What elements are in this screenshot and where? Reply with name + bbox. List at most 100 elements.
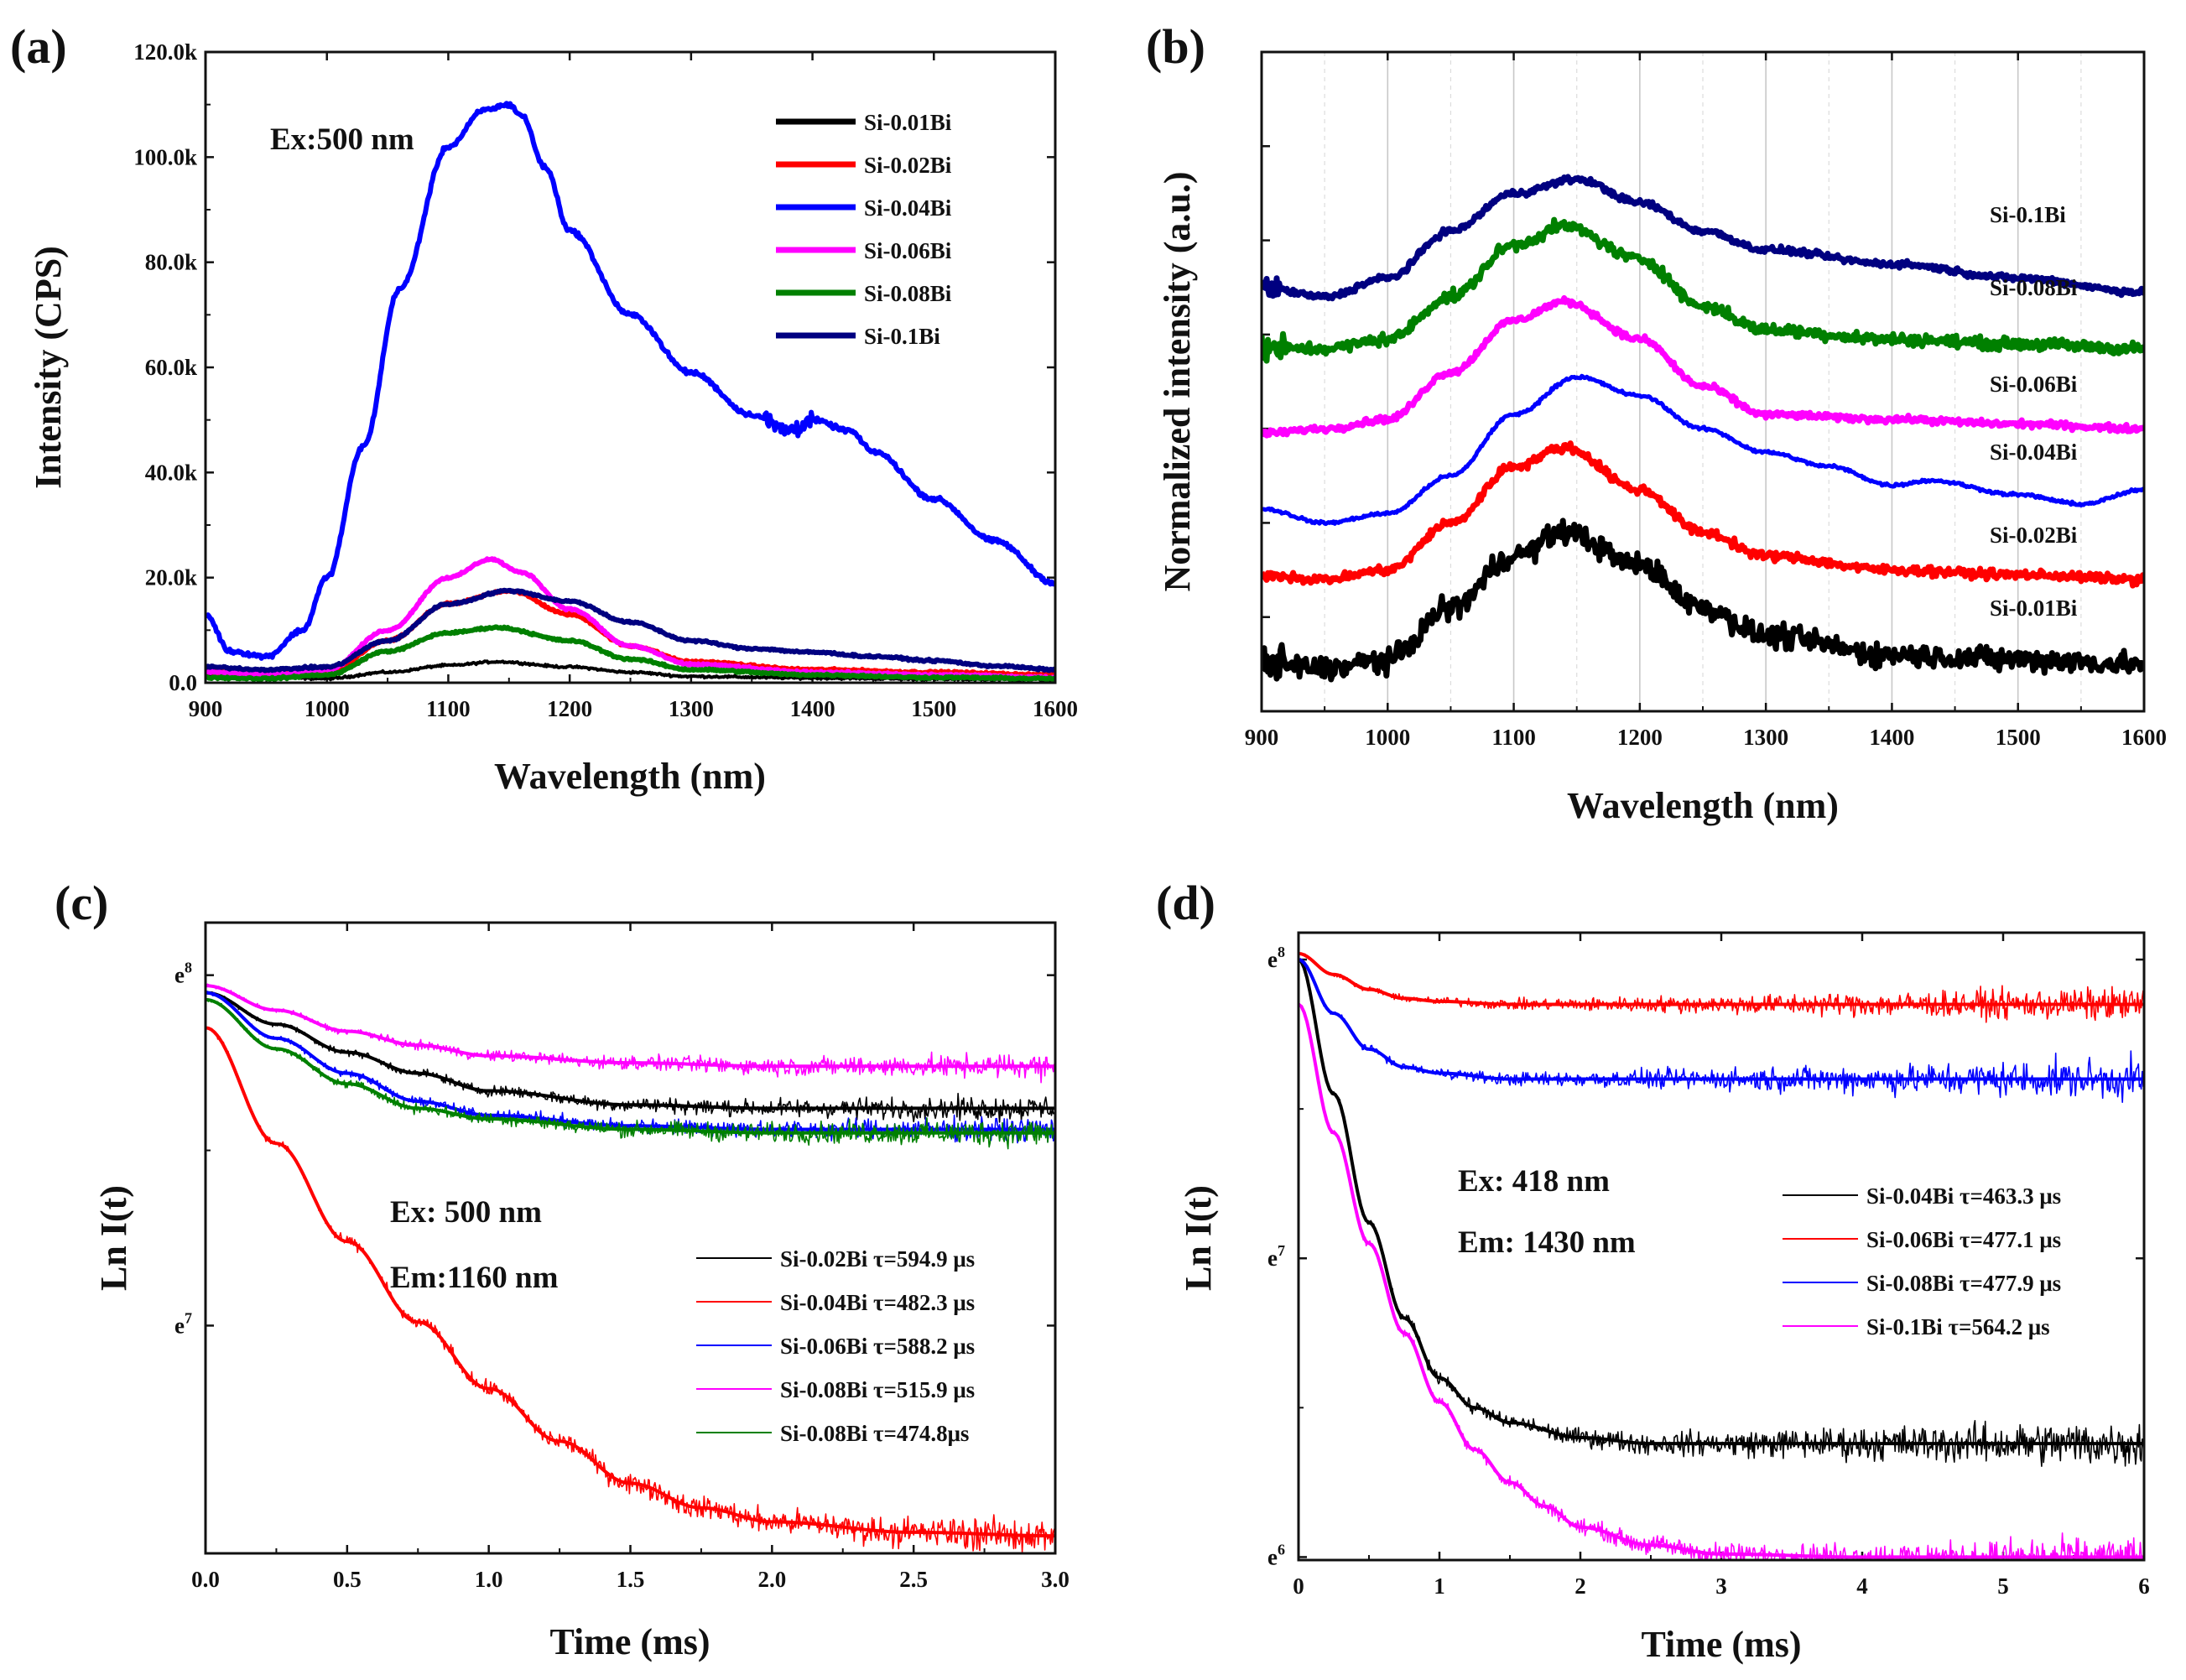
x-tick-label: 5 [1997, 1573, 2009, 1599]
x-tick-label: 1100 [1491, 725, 1536, 750]
y-tick-base: e [174, 1313, 185, 1338]
legend-label: Si-0.04Bi τ=482.3 μs [780, 1290, 975, 1315]
annotation-ex-d: Ex: 418 nm [1458, 1164, 1610, 1199]
x-tick-label: 1000 [304, 696, 350, 721]
y-axis-title-d: Ln I(t) [1178, 1185, 1219, 1291]
y-tick-label: 120.0k [133, 39, 197, 65]
x-tick-label: 1200 [547, 696, 592, 721]
plot-area-c [206, 983, 1055, 1553]
x-tick-label: 0 [1293, 1573, 1304, 1599]
x-tick-label: 1000 [1365, 725, 1410, 750]
plot-frame-c [204, 921, 1057, 1555]
legend-label: Si-0.06Bi [864, 238, 952, 263]
y-tick-label: e7 [174, 1309, 192, 1338]
series-line-2 [206, 1027, 1055, 1553]
series-line-3 [1299, 958, 2144, 1103]
series-line-1 [1262, 174, 2144, 302]
y-tick-label: 0.0 [169, 670, 197, 695]
y-tick-exponent: 7 [185, 1309, 192, 1326]
annotation-em-d: Em: 1430 nm [1458, 1225, 1636, 1260]
legend-label: Si-0.02Bi τ=594.9 μs [780, 1246, 975, 1272]
x-tick-label: 900 [189, 696, 223, 721]
y-tick-label: 80.0k [145, 250, 197, 275]
y-tick-label: e6 [1267, 1541, 1285, 1569]
fit-line-5 [206, 997, 1055, 1135]
legend-label: Si-0.01Bi [864, 110, 952, 135]
panel-b: (b) Wavelength (nm) Normalized intensity… [1146, 19, 2167, 826]
series-label: Si-0.02Bi [1990, 523, 2078, 548]
fit-line-3 [1299, 958, 2144, 1081]
x-tick-label: 3.0 [1041, 1567, 1070, 1592]
y-tick-base: e [1267, 1544, 1278, 1569]
x-tick-label: 2.0 [757, 1567, 786, 1592]
legend-label: Si-0.08Bi τ=474.8μs [780, 1421, 969, 1446]
x-tick-label: 1300 [1743, 725, 1788, 750]
series-label: Si-0.06Bi [1990, 372, 2078, 397]
panel-label-d: (d) [1156, 876, 1215, 930]
x-tick-label: 1300 [669, 696, 714, 721]
y-tick-label: e7 [1267, 1242, 1285, 1271]
panel-d: (d) Time (ms) Ln I(t) Ex: 418 nm Em: 143… [1156, 876, 2150, 1665]
series-label: Si-0.1Bi [1990, 202, 2066, 227]
panel-label-a: (a) [10, 19, 67, 74]
fit-line-2 [206, 1026, 1055, 1538]
legend-label: Si-0.1Bi τ=564.2 μs [1866, 1314, 2050, 1339]
y-axis-title-b: Normalized intensity (a.u.) [1157, 171, 1198, 591]
legend-label: Si-0.06Bi τ=588.2 μs [780, 1334, 975, 1359]
x-axis-title-b: Wavelength (nm) [1567, 785, 1839, 826]
fit-line-2 [1299, 951, 2144, 1006]
plot-area-b [1262, 174, 2144, 683]
legend-label: Si-0.08Bi τ=477.9 μs [1866, 1271, 2061, 1296]
x-tick-label: 0.5 [333, 1567, 362, 1592]
series-line-4 [1262, 373, 2144, 527]
x-axis-title-c: Time (ms) [549, 1621, 710, 1662]
annotation-em-c: Em:1160 nm [390, 1261, 559, 1295]
annotation-ex-c: Ex: 500 nm [390, 1195, 542, 1230]
x-tick-label: 1.0 [475, 1567, 503, 1592]
x-tick-label: 1100 [426, 696, 471, 721]
x-tick-label: 900 [1245, 725, 1279, 750]
panel-label-c: (c) [55, 876, 108, 930]
series-line-1 [1299, 958, 2144, 1467]
series-line-3 [206, 101, 1055, 661]
x-tick-label: 1400 [790, 696, 835, 721]
annotation-ex-a: Ex:500 nm [270, 122, 414, 157]
y-tick-label: e8 [1267, 944, 1285, 972]
series-line-2 [206, 588, 1055, 679]
panel-label-b: (b) [1146, 19, 1205, 74]
fit-line-1 [1299, 958, 2144, 1446]
x-tick-label: 1200 [1617, 725, 1663, 750]
plot-frame-d [1297, 931, 2146, 1562]
x-tick-label: 1 [1434, 1573, 1445, 1599]
y-tick-label: 100.0k [133, 144, 197, 169]
series-label: Si-0.01Bi [1990, 596, 2078, 621]
x-tick-label: 3 [1715, 1573, 1727, 1599]
x-tick-label: 1.5 [617, 1567, 645, 1592]
series-line-1 [206, 991, 1055, 1123]
series-label: Si-0.08Bi [1990, 275, 2078, 300]
plot-area-a [206, 101, 1055, 683]
y-axis-title-c: Ln I(t) [93, 1185, 134, 1291]
series-line-5 [206, 624, 1055, 683]
plot-frame-a [204, 50, 1057, 684]
plot-frame-b [1260, 50, 2146, 713]
legend-label: Si-0.02Bi [864, 153, 952, 178]
fit-line-1 [206, 991, 1055, 1110]
x-tick-label: 4 [1856, 1573, 1868, 1599]
y-axis-title-a: Intensity (CPS) [28, 246, 69, 489]
series-line-6 [1262, 518, 2144, 683]
y-tick-label: 60.0k [145, 355, 197, 380]
x-tick-label: 1600 [2121, 725, 2167, 750]
legend-label: Si-0.06Bi τ=477.1 μs [1866, 1227, 2061, 1252]
series-line-2 [1262, 216, 2144, 364]
legend-label: Si-0.08Bi [864, 281, 952, 306]
series-line-3 [1262, 294, 2144, 439]
x-axis-title-a: Wavelength (nm) [494, 756, 766, 797]
y-tick-exponent: 8 [1278, 944, 1285, 960]
y-tick-label: 40.0k [145, 460, 197, 485]
series-line-5 [206, 998, 1055, 1150]
series-line-5 [1262, 440, 2144, 589]
x-tick-label: 2 [1574, 1573, 1586, 1599]
x-axis-title-d: Time (ms) [1641, 1624, 1801, 1665]
